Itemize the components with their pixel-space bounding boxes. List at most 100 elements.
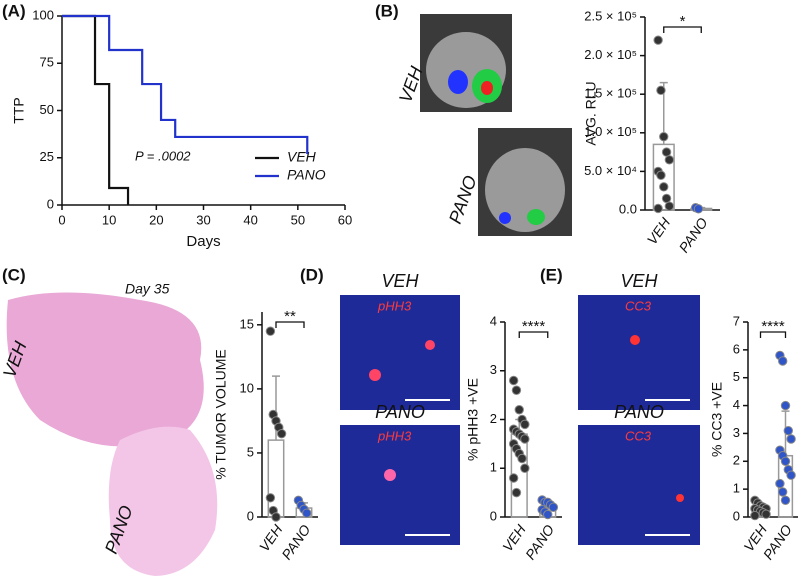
y-tick-label: 7 (733, 313, 740, 328)
micrograph (578, 295, 700, 410)
y-tick-label: 50 (40, 102, 54, 117)
data-point (543, 509, 553, 520)
data-point (664, 155, 675, 165)
micrograph (340, 425, 460, 545)
significance: ** (284, 308, 296, 325)
y-tick-label: 1 (490, 460, 497, 475)
data-point (780, 495, 791, 505)
survival-line (62, 14, 309, 154)
y-tick-label: 0 (490, 508, 497, 523)
x-tick-label: PANO (278, 522, 313, 563)
data-point (778, 487, 788, 497)
y-axis-label: % TUMOR VOLUME (213, 349, 229, 479)
y-tick-label: 100 (32, 7, 54, 22)
y-tick-label: 5.0 × 10⁴ (584, 163, 637, 178)
survival-line (62, 14, 130, 205)
y-tick-label: 2.5 × 10⁵ (584, 8, 637, 23)
signal (527, 209, 545, 225)
data-point (656, 85, 666, 96)
y-tick-label: 5 (247, 444, 254, 459)
panel-label: (B) (375, 1, 399, 20)
cell (369, 369, 381, 381)
y-tick-label: 10 (240, 380, 254, 395)
image-label: PANO (375, 402, 425, 422)
y-tick-label: 4 (733, 397, 740, 412)
data-point (276, 429, 287, 439)
y-tick-label: 5 (733, 369, 740, 384)
data-point (786, 434, 796, 444)
y-tick-label: 2 (733, 453, 740, 468)
data-point (783, 425, 793, 436)
y-axis-label: % CC3 +VE (709, 382, 725, 457)
significance: * (680, 13, 686, 30)
significance: **** (761, 318, 785, 335)
data-point (780, 456, 791, 466)
panel-label: (D) (300, 265, 324, 284)
significance-bracket (759, 331, 787, 338)
image-label: VEH (381, 271, 419, 291)
cell (384, 469, 396, 481)
legend-label: PANO (287, 167, 326, 183)
data-point (508, 473, 519, 483)
y-tick-label: 1.5 × 10⁵ (584, 86, 637, 101)
significance: **** (522, 318, 546, 335)
data-point (656, 170, 666, 180)
panel-label: (C) (2, 265, 26, 284)
y-axis-label: TTP (11, 97, 27, 123)
data-point (661, 193, 672, 204)
micrograph (578, 425, 700, 545)
y-tick-label: 15 (240, 316, 254, 331)
significance-bracket (518, 331, 549, 338)
cell (630, 335, 640, 345)
data-point (693, 204, 704, 214)
y-tick-label: 1 (733, 481, 740, 496)
histology (6, 292, 204, 447)
data-point (520, 434, 530, 444)
y-tick-label: 0 (47, 196, 54, 211)
x-tick-label: 10 (102, 212, 116, 227)
stain-label: pHH3 (377, 428, 412, 443)
image-label: PANO (614, 402, 664, 422)
x-tick-label: 50 (291, 212, 305, 227)
y-tick-label: 1.0 × 10⁵ (584, 124, 637, 139)
cell (676, 494, 684, 502)
y-tick-label: 6 (733, 341, 740, 356)
data-point (265, 493, 276, 503)
data-point (302, 508, 312, 518)
image-label: VEH (620, 271, 658, 291)
data-point (661, 147, 672, 157)
stain-label: CC3 (625, 298, 652, 313)
y-tick-label: 3 (733, 425, 740, 440)
signal (481, 81, 493, 95)
data-point (761, 509, 771, 519)
data-point (271, 512, 281, 522)
x-tick-label: 60 (338, 212, 352, 227)
data-point (517, 453, 527, 464)
x-tick-label: PANO (675, 215, 710, 256)
x-tick-label: VEH (644, 214, 674, 247)
y-tick-label: 25 (40, 149, 54, 164)
data-point (775, 478, 785, 489)
panel-label: (E) (540, 265, 563, 284)
data-point (508, 375, 519, 386)
data-point (780, 400, 791, 411)
data-point (548, 502, 559, 512)
y-tick-label: 4 (490, 313, 497, 328)
mouse (485, 148, 565, 232)
legend-label: VEH (287, 149, 317, 165)
x-tick-label: 20 (149, 212, 163, 227)
cell (425, 340, 435, 350)
data-point (659, 182, 669, 192)
micrograph (340, 295, 460, 410)
data-point (786, 470, 796, 480)
y-tick-label: 3 (490, 362, 497, 377)
data-point (653, 35, 663, 45)
image-label: PANO (445, 173, 481, 227)
y-tick-label: 0 (733, 508, 740, 523)
stain-label: CC3 (625, 428, 652, 443)
data-point (664, 201, 675, 211)
data-point (511, 385, 522, 395)
data-point (511, 487, 522, 498)
data-point (659, 131, 669, 142)
